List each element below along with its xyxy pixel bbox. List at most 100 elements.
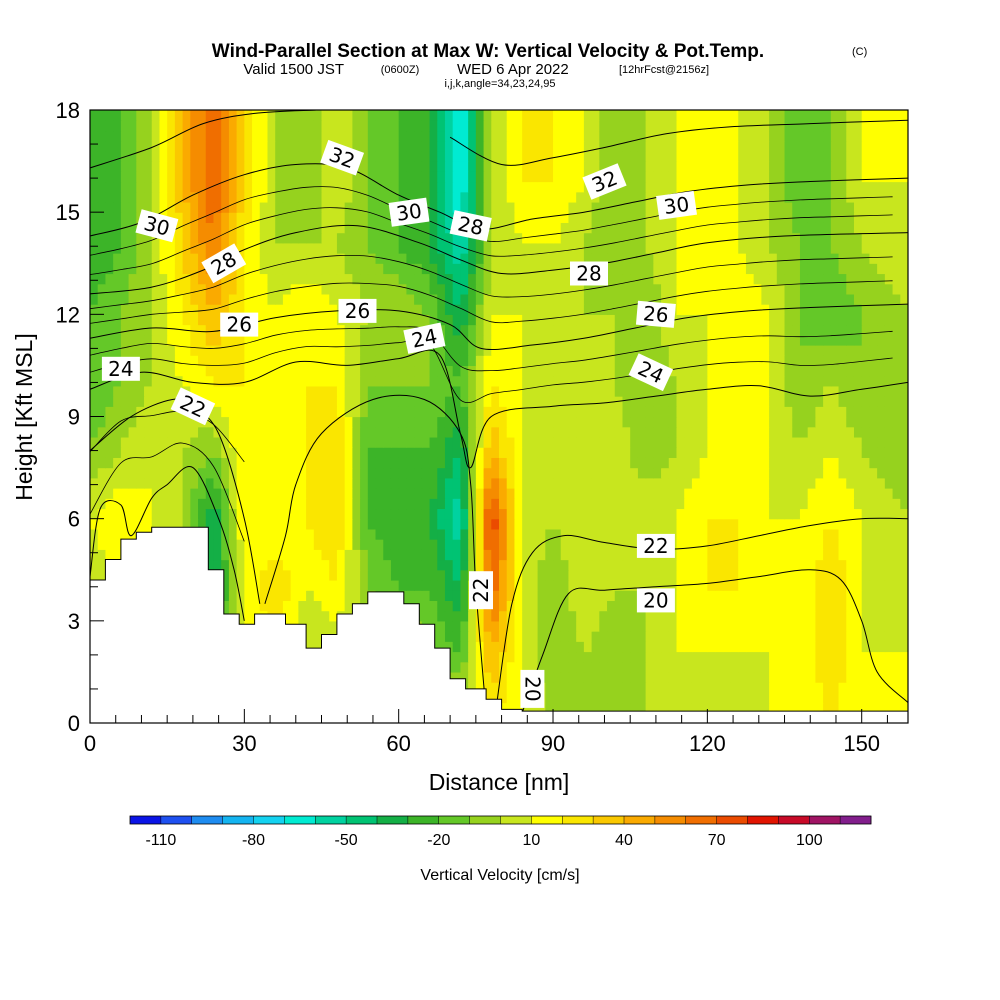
field-cell — [676, 293, 685, 305]
field-cell — [267, 447, 276, 458]
field-cell — [136, 365, 145, 377]
field-cell — [352, 385, 361, 397]
field-cell — [421, 406, 431, 418]
field-cell — [429, 406, 438, 418]
field-cell — [360, 426, 369, 438]
field-cell — [607, 692, 616, 704]
field-cell — [900, 273, 908, 285]
field-cell — [753, 406, 762, 418]
field-cell — [321, 242, 330, 254]
field-cell — [298, 600, 307, 612]
field-cell — [545, 385, 554, 397]
field-cell — [892, 661, 901, 673]
field-cell — [761, 355, 770, 367]
field-cell — [437, 569, 446, 581]
field-cell — [174, 436, 184, 448]
field-cell — [97, 253, 107, 264]
field-cell — [599, 477, 608, 489]
field-cell — [491, 579, 500, 591]
field-cell — [622, 518, 631, 530]
field-cell — [298, 559, 307, 571]
field-cell — [113, 447, 122, 458]
field-cell — [375, 539, 384, 550]
field-cell — [537, 304, 546, 315]
field-cell — [259, 375, 269, 387]
field-cell — [799, 569, 809, 581]
field-cell — [514, 385, 523, 397]
field-cell — [630, 242, 639, 254]
field-cell — [483, 334, 492, 346]
field-cell — [861, 508, 871, 520]
field-cell — [298, 610, 307, 622]
field-cell — [846, 242, 855, 254]
field-cell — [745, 692, 755, 704]
field-cell — [499, 273, 508, 285]
field-cell — [722, 457, 732, 469]
field-cell — [275, 426, 284, 438]
field-cell — [830, 396, 840, 407]
field-cell — [375, 324, 384, 336]
field-cell — [321, 610, 330, 622]
field-cell — [298, 508, 307, 520]
field-cell — [853, 375, 863, 387]
field-cell — [475, 488, 485, 499]
field-cell — [313, 365, 323, 377]
field-cell — [205, 436, 215, 448]
field-cell — [599, 242, 608, 254]
field-cell — [475, 559, 485, 571]
field-cell — [298, 375, 307, 387]
field-cell — [838, 314, 847, 326]
field-cell — [213, 242, 222, 254]
field-cell — [730, 692, 739, 704]
field-cell — [668, 702, 678, 714]
field-cell — [275, 283, 284, 295]
field-cell — [792, 253, 801, 264]
field-cell — [429, 253, 438, 264]
field-cell — [691, 641, 701, 653]
field-cell — [745, 457, 755, 469]
field-cell — [460, 406, 469, 418]
field-cell — [159, 518, 168, 530]
field-cell — [429, 304, 438, 315]
field-cell — [560, 375, 570, 387]
field-cell — [707, 671, 716, 683]
field-cell — [869, 559, 878, 571]
field-cell — [830, 314, 840, 326]
field-cell — [861, 304, 871, 315]
field-cell — [336, 467, 346, 479]
field-cell — [622, 682, 631, 693]
field-cell — [468, 293, 477, 305]
field-cell — [583, 447, 593, 458]
field-cell — [529, 406, 539, 418]
field-cell — [529, 457, 539, 469]
field-cell — [306, 569, 315, 581]
field-cell — [699, 620, 708, 632]
field-cell — [684, 263, 693, 275]
field-cell — [730, 620, 739, 632]
field-cell — [468, 671, 477, 683]
field-cell — [630, 671, 639, 683]
field-cell — [900, 426, 908, 438]
field-cell — [182, 314, 191, 326]
field-cell — [306, 641, 315, 653]
field-cell — [877, 569, 886, 581]
field-cell — [715, 549, 724, 561]
field-cell — [444, 447, 454, 458]
field-cell — [275, 477, 284, 489]
field-cell — [668, 324, 678, 336]
field-cell — [684, 344, 693, 356]
field-cell — [853, 661, 863, 673]
field-cell — [228, 447, 238, 458]
field-cell — [838, 590, 847, 601]
field-cell — [514, 539, 523, 550]
field-cell — [684, 498, 693, 510]
field-cell — [259, 518, 269, 530]
field-cell — [452, 488, 462, 499]
field-cell — [715, 375, 724, 387]
field-cell — [807, 590, 816, 601]
field-cell — [838, 467, 847, 479]
field-cell — [861, 488, 871, 499]
field-cell — [877, 539, 886, 550]
field-cell — [437, 355, 446, 367]
field-cell — [468, 631, 477, 642]
